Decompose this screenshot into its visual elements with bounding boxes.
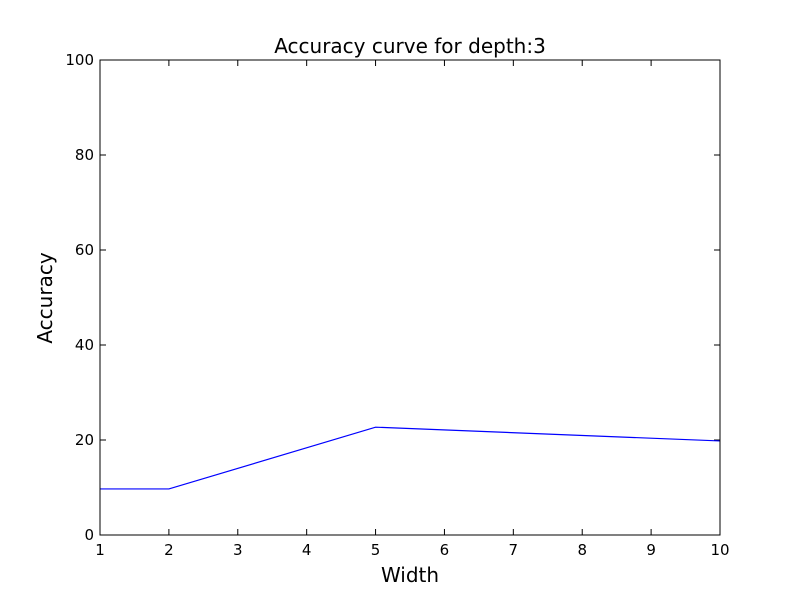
x-axis-label: Width (381, 563, 439, 587)
y-tick-label: 60 (75, 241, 94, 259)
plot-frame (99, 59, 721, 536)
y-axis-label: Accuracy (33, 252, 57, 343)
x-tick-label: 2 (164, 541, 174, 559)
x-tick-label: 3 (233, 541, 243, 559)
series-layer (100, 426, 721, 490)
chart-title: Accuracy curve for depth:3 (274, 34, 546, 58)
x-tick-label: 1 (95, 541, 105, 559)
series-line (100, 426, 721, 490)
y-tick-label: 100 (65, 51, 94, 69)
x-tick-label: 6 (440, 541, 450, 559)
y-axis-ticks: 0 20 40 60 80 100 (65, 51, 720, 544)
x-tick-label: 10 (710, 541, 729, 559)
x-tick-label: 9 (646, 541, 656, 559)
x-tick-label: 8 (577, 541, 587, 559)
y-tick-label: 0 (84, 526, 94, 544)
x-tick-label: 4 (302, 541, 312, 559)
y-tick-label: 40 (75, 336, 94, 354)
y-tick-label: 20 (75, 431, 94, 449)
y-tick-label: 80 (75, 146, 94, 164)
x-tick-label: 5 (371, 541, 381, 559)
x-tick-label: 7 (509, 541, 519, 559)
